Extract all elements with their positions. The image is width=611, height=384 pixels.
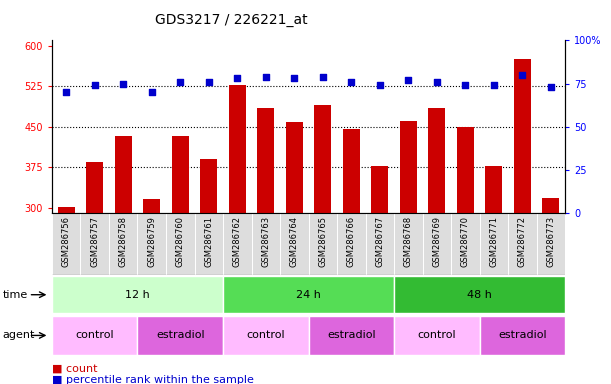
Bar [480, 213, 508, 275]
Bar [137, 316, 223, 355]
Bar [57, 207, 75, 213]
Text: estradiol: estradiol [327, 330, 376, 341]
Bar [314, 105, 331, 213]
Text: GDS3217 / 226221_at: GDS3217 / 226221_at [155, 13, 308, 27]
Bar [115, 136, 132, 213]
Bar [257, 108, 274, 213]
Bar [86, 162, 103, 213]
Bar [337, 213, 365, 275]
Bar [81, 213, 109, 275]
Bar [143, 199, 160, 213]
Text: GSM286763: GSM286763 [262, 216, 270, 267]
Text: GSM286759: GSM286759 [147, 216, 156, 267]
Text: time: time [2, 290, 28, 300]
Text: control: control [417, 330, 456, 341]
Text: GSM286768: GSM286768 [404, 216, 413, 267]
Bar [223, 316, 309, 355]
Point [432, 79, 442, 85]
Bar [371, 166, 389, 213]
Text: GSM286771: GSM286771 [489, 216, 499, 267]
Point [261, 73, 271, 79]
Bar [394, 213, 423, 275]
Bar [194, 213, 223, 275]
Bar [508, 213, 536, 275]
Text: 12 h: 12 h [125, 290, 150, 300]
Point [119, 81, 128, 87]
Point [518, 72, 527, 78]
Text: control: control [75, 330, 114, 341]
Text: GSM286770: GSM286770 [461, 216, 470, 267]
Bar [223, 276, 394, 313]
Text: 24 h: 24 h [296, 290, 321, 300]
Bar [536, 213, 565, 275]
Text: GSM286760: GSM286760 [176, 216, 185, 267]
Text: GSM286773: GSM286773 [546, 216, 555, 267]
Bar [423, 213, 451, 275]
Bar [52, 213, 81, 275]
Text: estradiol: estradiol [156, 330, 205, 341]
Text: ■ percentile rank within the sample: ■ percentile rank within the sample [52, 375, 254, 384]
Bar [343, 129, 360, 213]
Bar [394, 276, 565, 313]
Text: GSM286762: GSM286762 [233, 216, 242, 267]
Bar [365, 213, 394, 275]
Text: GSM286767: GSM286767 [375, 216, 384, 267]
Text: GSM286756: GSM286756 [62, 216, 71, 267]
Text: GSM286757: GSM286757 [90, 216, 99, 267]
Bar [485, 166, 502, 213]
Bar [428, 108, 445, 213]
Text: GSM286766: GSM286766 [347, 216, 356, 267]
Point [318, 73, 327, 79]
Bar [514, 59, 531, 213]
Point [489, 82, 499, 88]
Text: GSM286761: GSM286761 [204, 216, 213, 267]
Text: 48 h: 48 h [467, 290, 492, 300]
Point [403, 77, 413, 83]
Point [346, 79, 356, 85]
Bar [52, 316, 137, 355]
Bar [166, 213, 194, 275]
Point [290, 75, 299, 81]
Bar [400, 121, 417, 213]
Text: control: control [246, 330, 285, 341]
Bar [52, 276, 223, 313]
Point [204, 79, 214, 85]
Bar [457, 127, 474, 213]
Bar [200, 159, 218, 213]
Text: GSM286772: GSM286772 [518, 216, 527, 267]
Bar [252, 213, 280, 275]
Text: ■ count: ■ count [52, 364, 97, 374]
Point [461, 82, 470, 88]
Bar [280, 213, 309, 275]
Bar [480, 316, 565, 355]
Point [546, 84, 556, 90]
Bar [451, 213, 480, 275]
Text: GSM286769: GSM286769 [433, 216, 441, 267]
Text: agent: agent [2, 330, 35, 341]
Bar [109, 213, 137, 275]
Bar [223, 213, 252, 275]
Bar [229, 85, 246, 213]
Text: GSM286758: GSM286758 [119, 216, 128, 267]
Bar [172, 136, 189, 213]
Point [90, 82, 100, 88]
Text: GSM286764: GSM286764 [290, 216, 299, 267]
Bar [394, 316, 480, 355]
Bar [137, 213, 166, 275]
Bar [543, 198, 560, 213]
Point [175, 79, 185, 85]
Bar [309, 316, 394, 355]
Point [375, 82, 385, 88]
Point [61, 89, 71, 95]
Point [147, 89, 156, 95]
Text: estradiol: estradiol [498, 330, 547, 341]
Text: GSM286765: GSM286765 [318, 216, 327, 267]
Bar [309, 213, 337, 275]
Point [232, 75, 242, 81]
Bar [286, 122, 303, 213]
